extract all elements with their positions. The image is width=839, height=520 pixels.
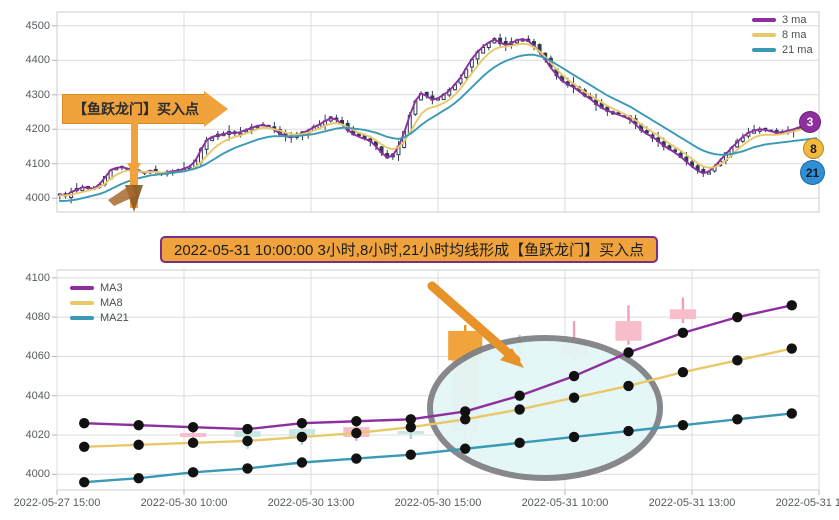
bottom-chart-x-tick: 2022-05-30 13:00 — [267, 497, 355, 509]
top-price-chart: 4500 4400 4300 4200 4100 4000 3 ma 8 ma 21 ma 【… — [0, 0, 839, 232]
legend-color-swatch — [70, 300, 94, 305]
bottom-chart-y-tick: 4100 — [25, 271, 50, 284]
buy-point-arrow-stem — [131, 123, 138, 167]
bottom-chart-y-tick: 4020 — [25, 429, 50, 441]
legend-label: 3 ma — [782, 13, 807, 26]
bottom-chart-legend: MA3 MA8 MA21 — [70, 280, 129, 325]
signal-callout-banner: 2022-05-31 10:00:00 3小时,8小时,21小时均线形成【鱼跃龙… — [160, 236, 659, 263]
bottom-chart-x-tick: 2022-05-31 13:00 — [648, 497, 736, 509]
legend-color-swatch — [70, 285, 94, 290]
bottom-chart-y-tick: 4040 — [25, 389, 50, 402]
bottom-chart-y-tick: 4000 — [25, 468, 50, 481]
legend-color-swatch — [70, 315, 94, 320]
ma-badge[interactable]: 21 — [800, 160, 825, 185]
legend-color-swatch — [752, 32, 776, 37]
ma-badge[interactable]: 3 — [799, 111, 821, 133]
legend-color-swatch — [752, 17, 776, 22]
bottom-chart-x-tick: 2022-05-27 15:00 — [13, 497, 101, 509]
bottom-chart-y-tick: 4060 — [25, 350, 50, 363]
legend-item[interactable]: MA8 — [70, 295, 129, 310]
ma-badge[interactable]: 8 — [803, 138, 824, 159]
buy-point-annotation: 【鱼跃龙门】买入点 — [62, 91, 228, 127]
banner-arrow-head-icon — [204, 91, 228, 127]
legend-item[interactable]: 3 ma — [752, 12, 813, 27]
legend-label: MA8 — [100, 296, 123, 309]
bottom-chart-x-tick: 2022-05-31 15:00 — [775, 497, 839, 509]
bottom-chart-plot — [52, 269, 820, 495]
legend-color-swatch — [752, 47, 776, 52]
bottom-chart-x-tick: 2022-05-30 15:00 — [394, 497, 482, 509]
legend-item[interactable]: 8 ma — [752, 27, 813, 42]
top-chart-y-tick: 4000 — [25, 192, 50, 205]
top-chart-y-tick: 4200 — [25, 123, 50, 136]
top-chart-y-tick: 4500 — [25, 19, 50, 32]
top-chart-y-tick: 4400 — [25, 54, 50, 67]
legend-label: 21 ma — [782, 43, 813, 56]
top-chart-y-tick: 4100 — [25, 157, 50, 170]
bottom-chart-y-tick: 4080 — [25, 311, 50, 324]
buy-point-arrow-head-icon — [127, 163, 141, 175]
buy-point-banner-body: 【鱼跃龙门】买入点 — [62, 94, 205, 124]
top-chart-y-tick: 4300 — [25, 88, 50, 101]
signal-callout-text: 2022-05-31 10:00:00 3小时,8小时,21小时均线形成【鱼跃龙… — [174, 242, 645, 259]
buy-point-label: 【鱼跃龙门】买入点 — [73, 101, 199, 117]
top-chart-legend: 3 ma 8 ma 21 ma — [752, 12, 813, 57]
legend-label: 8 ma — [782, 28, 807, 41]
bottom-chart-x-tick: 2022-05-31 10:00 — [521, 497, 609, 509]
bottom-detail-chart: 4100 4080 4060 4040 4020 4000 2022-05-27 15:0… — [0, 262, 839, 520]
legend-label: MA21 — [100, 311, 129, 324]
bottom-chart-x-tick: 2022-05-30 10:00 — [140, 497, 228, 509]
legend-label: MA3 — [100, 281, 123, 294]
legend-item[interactable]: MA21 — [70, 310, 129, 325]
legend-item[interactable]: MA3 — [70, 280, 129, 295]
legend-item[interactable]: 21 ma — [752, 42, 813, 57]
